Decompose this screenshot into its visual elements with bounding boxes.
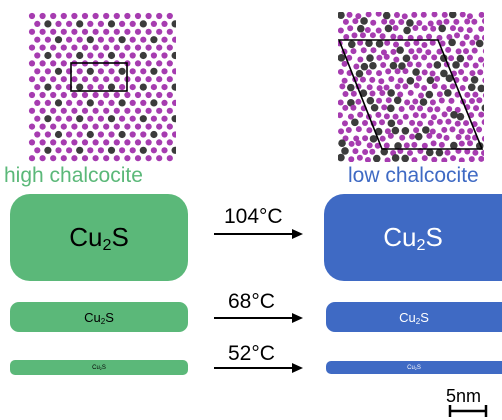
cu2s-formula-small-low: Cu2S (407, 364, 421, 371)
high-chalcocite-bar-small: Cu2S (10, 360, 188, 375)
transition-temperature-104: 104°C (224, 205, 283, 228)
transition-arrow-medium (214, 312, 304, 324)
high-chalcocite-label: high chalcocite (4, 164, 143, 187)
scale-bar (448, 405, 488, 417)
high-chalcocite-bar-medium: Cu2S (10, 302, 188, 332)
low-chalcocite-bar-large: Cu2S (324, 194, 502, 281)
transition-temperature-68: 68°C (228, 290, 275, 313)
high-chalcocite-crystal-structure (28, 12, 176, 162)
low-chalcocite-label: low chalcocite (348, 164, 479, 187)
cu2s-formula-small: Cu2S (92, 364, 106, 371)
cu2s-formula-medium: Cu2S (84, 309, 114, 326)
low-chalcocite-bar-medium: Cu2S (326, 302, 502, 332)
transition-arrow-large (214, 228, 304, 240)
transition-arrow-small (214, 362, 304, 374)
transition-temperature-52: 52°C (228, 342, 275, 365)
cu2s-formula-large-low: Cu2S (383, 222, 443, 255)
low-chalcocite-crystal-structure (338, 12, 484, 162)
high-chalcocite-bar-large: Cu2S (10, 194, 188, 281)
low-chalcocite-bar-small: Cu2S (326, 361, 502, 374)
cu2s-formula-large: Cu2S (69, 222, 129, 255)
scale-bar-label: 5nm (446, 386, 482, 406)
cu2s-formula-medium-low: Cu2S (399, 309, 429, 326)
